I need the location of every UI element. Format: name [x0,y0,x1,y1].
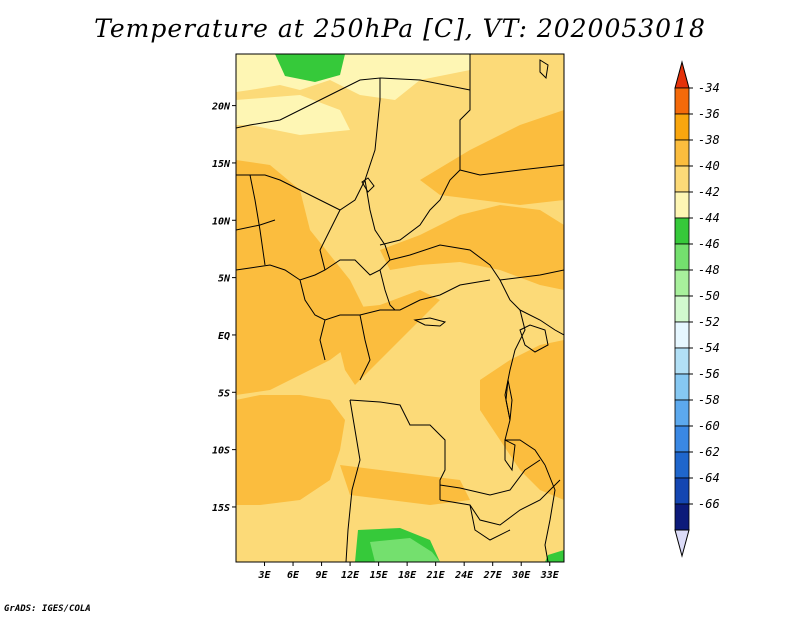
colorbar-label-8: -50 [698,289,720,303]
field-north-green [275,54,345,82]
y-tick-label-3: 5N [218,274,231,285]
colorbar-swatch-10 [674,347,690,375]
x-tick-label-6: 21E [426,570,446,581]
map-field [236,54,564,562]
colorbar-swatch-4 [674,191,690,219]
map-frame [235,53,565,563]
y-tick-label-0: 20N [211,102,231,113]
colorbar-label-15: -64 [698,471,720,485]
colorbar-swatch-8 [674,295,690,323]
colorbar-label-12: -58 [698,393,720,407]
colorbar-label-6: -46 [698,237,720,251]
colorbar-swatch-13 [674,425,690,453]
field-sudan-band [380,205,564,290]
x-tick-label-5: 18E [398,570,417,581]
x-tick-label-0: 3E [257,570,271,581]
x-axis: 3E 6E 9E 12E 15E 18E 21E 24E 27E 30E 33E [257,562,560,581]
colorbar-label-16: -66 [698,497,720,511]
field-east-africa [480,340,564,500]
colorbar-label-7: -48 [698,263,720,277]
x-tick-label-8: 27E [483,570,503,581]
x-tick-label-1: 6E [287,570,300,581]
colorbar-label-9: -52 [698,315,720,329]
colorbar-label-11: -56 [698,367,720,381]
colorbar-swatch-2 [674,139,690,167]
colorbar-swatch-12 [674,399,690,427]
colorbar-label-10: -54 [698,341,720,355]
field-north-light-2 [236,95,350,135]
x-tick-label-3: 12E [341,570,360,581]
grads-credit: GrADS: IGES/COLA [4,604,91,614]
country-borders [236,54,564,562]
colorbar-swatch-3 [674,165,690,193]
x-tick-label-2: 9E [316,570,329,581]
colorbar-swatch-1 [674,113,690,141]
field-south-atlantic [236,395,345,505]
y-tick-label-4: EQ [218,331,230,342]
chart-title: Temperature at 250hPa [C], VT: 202005301… [94,14,706,43]
field-west-coast [236,160,370,395]
x-tick-label-4: 15E [370,570,389,581]
field-east-upper [420,110,564,205]
colorbar-top-arrow [674,60,690,89]
y-tick-label-1: 15N [212,159,231,170]
colorbar-label-14: -62 [698,445,720,459]
field-congo [330,290,440,385]
y-tick-label-6: 10S [212,446,230,457]
colorbar-bottom-arrow [674,529,690,558]
colorbar-swatch-11 [674,373,690,401]
x-tick-label-10: 33E [540,570,560,581]
y-tick-label-7: 15S [212,503,230,514]
field-south-green-light [370,538,440,562]
x-tick-label-7: 24E [454,570,474,581]
colorbar-swatch-6 [674,243,690,271]
y-tick-label-5: 5S [218,388,230,399]
field-zambia-band [340,465,470,505]
colorbar-swatch-9 [674,321,690,349]
water-bodies [361,59,549,472]
colorbar-swatch-7 [674,269,690,297]
colorbar-swatch-16 [674,503,690,531]
colorbar-swatch-5 [674,217,690,245]
colorbar: -34 -36 -38 -40 -42 -44 -46 -48 -50 -52 -54 -56 -58 -… [674,60,720,558]
colorbar-label-13: -60 [698,419,720,433]
colorbar-swatch-14 [674,451,690,479]
colorbar-label-0: -34 [698,81,720,95]
y-axis: 20N 15N 10N 5N EQ 5S 10S 15S [211,102,236,514]
colorbar-swatch-15 [674,477,690,505]
x-tick-label-9: 30E [511,570,531,581]
colorbar-label-3: -40 [698,159,720,173]
colorbar-label-5: -44 [698,211,720,225]
colorbar-label-4: -42 [698,185,720,199]
y-tick-label-2: 10N [212,216,231,227]
colorbar-swatch-0 [674,87,690,115]
colorbar-label-2: -38 [698,133,720,147]
field-se-green [545,550,564,562]
colorbar-label-1: -36 [698,107,720,121]
